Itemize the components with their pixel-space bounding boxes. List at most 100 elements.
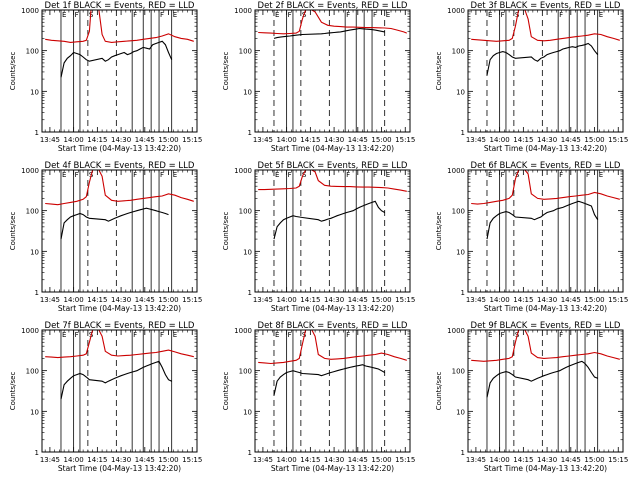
x-tick-label: 15:00 [584,296,604,304]
time-marker-label: F [75,11,79,19]
x-tick-label: 14:15 [300,296,320,304]
y-tick-label: 1 [35,129,39,137]
panel-det-6: Det 6f BLACK = Events, RED = LLD 1 10 100 10… [435,161,628,313]
x-tick-label: 14:15 [87,296,107,304]
time-marker-label: E [173,331,177,339]
series-line-red-lld [258,329,407,365]
plot-frame [41,9,198,133]
x-tick-label: 15:15 [608,456,628,464]
time-marker-label: E [173,171,177,179]
time-marker-label: F [288,171,292,179]
x-tick-label: 15:00 [371,296,391,304]
y-tick-label: 10 [30,408,39,416]
x-tick-label: 14:45 [348,296,368,304]
time-marker-label: E [275,171,279,179]
time-marker-label: F [288,331,292,339]
time-marker-label: E [599,331,603,339]
time-marker-label: F [373,11,377,19]
y-tick-label: 1000 [234,7,252,15]
time-marker-label: F [75,171,79,179]
x-tick-label: 15:00 [158,136,178,144]
x-tick-label: 14:15 [87,456,107,464]
x-axis-title: Start Time (04-May-13 13:42:20) [271,304,394,313]
time-marker-label: E [488,171,492,179]
y-tick-label: 10 [456,88,465,96]
panel-det-3: Det 3f BLACK = Events, RED = LLD 1 10 100 10… [435,1,628,153]
x-tick-label: 15:15 [182,136,202,144]
x-tick-label: 13:45 [466,296,486,304]
x-tick-label: 14:30 [537,136,557,144]
plot-frame [467,169,624,293]
y-tick-label: 100 [239,208,252,216]
x-tick-label: 14:30 [111,456,131,464]
x-tick-label: 14:45 [561,136,581,144]
x-tick-label: 14:45 [135,296,155,304]
panel-title: Det 4f BLACK = Events, RED = LLD [45,161,195,171]
panel-det-9: Det 9f BLACK = Events, RED = LLD 1 10 100 10… [435,321,628,473]
time-marker-label: F [501,331,505,339]
y-tick-label: 10 [30,248,39,256]
panel-title: Det 1f BLACK = Events, RED = LLD [45,1,195,11]
y-axis-title: Counts/sec [435,212,443,251]
x-tick-label: 15:15 [395,296,415,304]
y-tick-label: 1000 [447,327,465,335]
x-tick-label: 15:00 [158,296,178,304]
time-marker-label: E [488,331,492,339]
y-tick-label: 1 [248,449,252,457]
panel-det-2: Det 2f BLACK = Events, RED = LLD 1 10 100 10… [222,1,415,153]
time-marker-label: F [373,171,377,179]
y-tick-label: 1 [35,289,39,297]
time-marker-label: E [488,11,492,19]
x-tick-label: 15:00 [371,456,391,464]
x-tick-label: 14:30 [324,296,344,304]
series-line-red-lld [471,9,620,42]
time-marker-label: F [586,331,590,339]
panel-det-1: Det 1f BLACK = Events, RED = LLD 1 10 100 10… [9,1,202,153]
time-marker-label: F [586,171,590,179]
time-marker-label: F [160,171,164,179]
time-marker-label: E [275,331,279,339]
panel-det-8: Det 8f BLACK = Events, RED = LLD 1 10 100 10… [222,321,415,473]
series-line-black-events [60,360,172,400]
x-tick-label: 15:15 [395,136,415,144]
time-marker-label: E [62,171,66,179]
y-tick-label: 100 [239,48,252,56]
time-marker-label: F [346,11,350,19]
x-tick-label: 13:45 [253,296,273,304]
time-marker-label: F [586,11,590,19]
x-tick-label: 14:30 [111,136,131,144]
plot-frame [467,9,624,133]
x-tick-label: 15:15 [608,296,628,304]
y-axis-title: Counts/sec [9,52,17,91]
time-marker-label: F [133,171,137,179]
time-marker-label: S [89,11,94,19]
x-tick-label: 14:45 [561,296,581,304]
y-tick-label: 1 [461,289,465,297]
y-tick-label: 1 [35,449,39,457]
x-axis-title: Start Time (04-May-13 13:42:20) [58,144,181,153]
y-tick-label: 100 [452,208,465,216]
time-marker-label: F [559,331,563,339]
time-marker-label: S [302,171,307,179]
time-marker-label: E [275,11,279,19]
series-line-red-lld [258,169,407,192]
series-line-black-events [486,42,599,76]
time-marker-label: E [386,171,390,179]
x-axis-title: Start Time (04-May-13 13:42:20) [58,304,181,313]
time-marker-label: F [133,11,137,19]
series-line-red-lld [471,329,620,362]
x-tick-label: 14:00 [64,456,84,464]
x-tick-label: 15:00 [584,456,604,464]
y-tick-label: 100 [26,368,39,376]
x-axis-title: Start Time (04-May-13 13:42:20) [58,464,181,473]
panel-title: Det 6f BLACK = Events, RED = LLD [471,161,621,171]
x-tick-label: 14:30 [111,296,131,304]
plot-frame [41,329,198,453]
time-marker-label: F [160,11,164,19]
plot-frame [254,329,411,453]
x-tick-label: 13:45 [253,456,273,464]
time-marker-label: F [160,331,164,339]
x-tick-label: 14:00 [64,136,84,144]
